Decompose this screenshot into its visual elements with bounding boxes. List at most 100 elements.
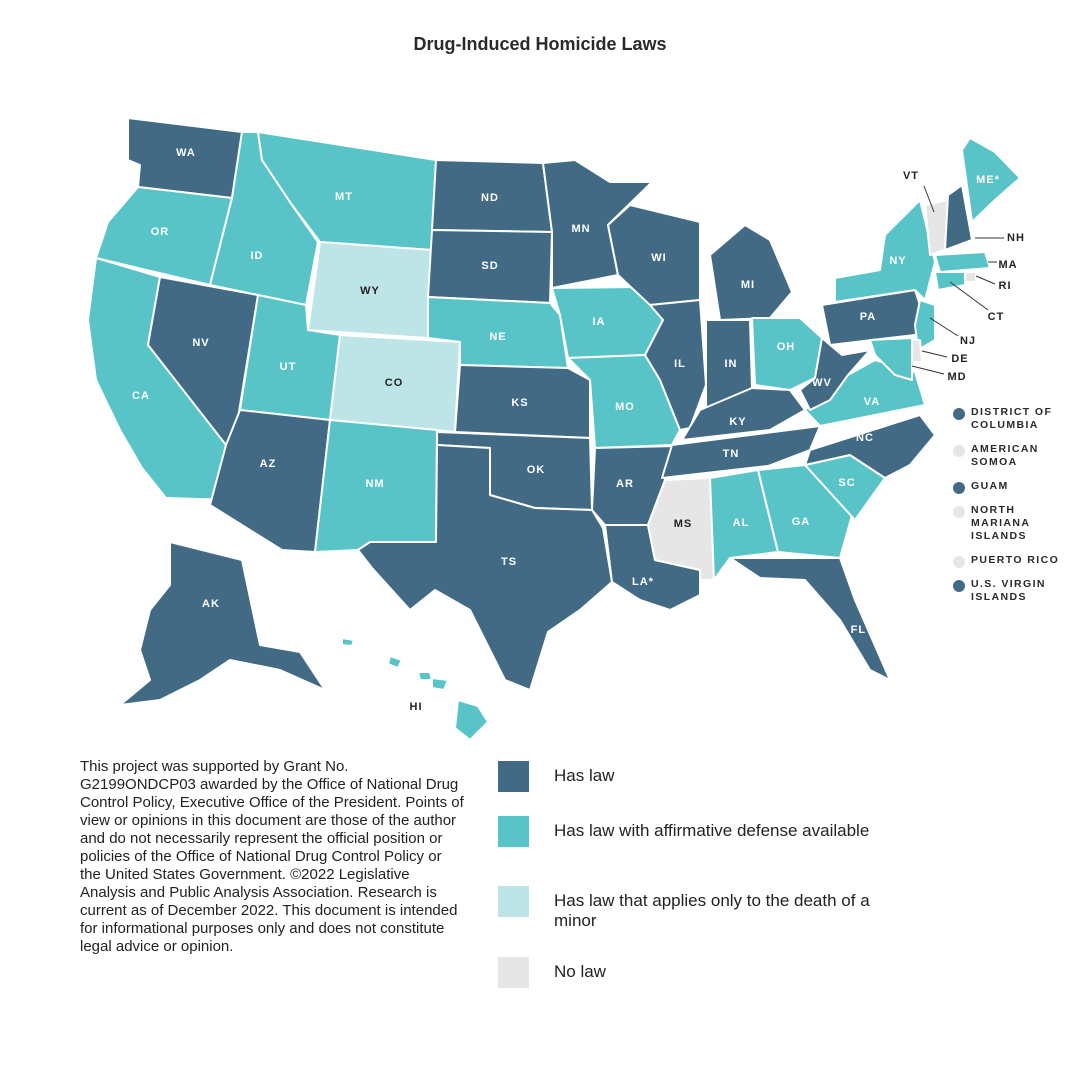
state-label-nc: NC <box>856 432 874 444</box>
state-label-nd: ND <box>481 192 499 204</box>
state-label-ma: MA <box>998 259 1017 271</box>
territory-label: AMERICAN SOMOA <box>971 443 1039 468</box>
state-me <box>961 137 1021 223</box>
territory-label: GUAM <box>971 480 1009 492</box>
territory-label: U.S. VIRGIN ISLANDS <box>971 578 1046 603</box>
state-label-oh: OH <box>777 341 796 353</box>
legend-swatch <box>498 816 529 847</box>
state-label-va: VA <box>864 396 880 408</box>
state-il <box>644 299 707 431</box>
state-label-ut: UT <box>280 361 297 373</box>
state-label-hi: HI <box>410 701 423 713</box>
state-hi <box>454 699 489 741</box>
state-hi-island <box>431 677 449 691</box>
state-hi-island <box>341 637 355 647</box>
legend-swatch <box>498 761 529 792</box>
callout-line-de <box>921 350 948 358</box>
state-label-nm: NM <box>365 478 384 490</box>
callout-line-nj <box>929 317 959 337</box>
state-or <box>95 186 233 286</box>
territory-north-mariana-islands: NORTH MARIANA ISLANDS <box>953 504 1078 543</box>
state-label-mt: MT <box>335 191 353 203</box>
territory-puerto-rico: PUERTO RICO <box>953 554 1078 568</box>
state-label-nv: NV <box>192 337 209 349</box>
state-label-wv: WV <box>812 377 832 389</box>
state-label-al: AL <box>733 517 750 529</box>
state-label-sc: SC <box>838 477 855 489</box>
state-label-ky: KY <box>729 416 746 428</box>
state-ga <box>757 464 853 559</box>
callout-line-ct <box>949 281 989 311</box>
legend-swatch <box>498 957 529 988</box>
state-label-wy: WY <box>360 285 380 297</box>
state-label-or: OR <box>151 226 170 238</box>
state-label-wi: WI <box>651 252 666 264</box>
state-label-ny: NY <box>889 255 906 267</box>
state-nj <box>914 299 936 351</box>
territory-label: NORTH MARIANA ISLANDS <box>971 504 1030 542</box>
state-label-sd: SD <box>481 260 498 272</box>
territory-label: DISTRICT OF COLUMBIA <box>971 406 1053 431</box>
state-label-md: MD <box>947 371 966 383</box>
state-ny <box>834 199 936 303</box>
territory-u-s-virgin-islands: U.S. VIRGIN ISLANDS <box>953 578 1078 604</box>
us-choropleth-map: WA OR CA NV ID MT WY UT CO AZ NM ND SD NE KS OK TS MN IA MO… <box>87 117 1025 741</box>
state-label-ne: NE <box>489 331 506 343</box>
state-label-mn: MN <box>571 223 590 235</box>
state-label-pa: PA <box>860 311 876 323</box>
legend-label: No law <box>554 962 606 981</box>
funding-disclaimer: This project was supported by Grant No. … <box>80 758 464 955</box>
state-label-la: LA* <box>632 576 654 588</box>
territory-dot <box>953 445 965 457</box>
legend-swatch <box>498 886 529 917</box>
legend-label: Has law with affirmative defense availab… <box>554 821 870 840</box>
territory-dot <box>953 556 965 568</box>
state-nh <box>944 184 973 251</box>
state-label-az: AZ <box>260 458 277 470</box>
territory-dot <box>953 408 965 420</box>
state-label-wa: WA <box>176 147 196 159</box>
territory-dot <box>953 482 965 494</box>
state-label-ga: GA <box>792 516 811 528</box>
state-label-il: IL <box>674 358 686 370</box>
state-label-nj: NJ <box>960 335 976 347</box>
legend-label: Has law that applies only to the death o… <box>554 891 870 930</box>
map-title: Drug-Induced Homicide Laws <box>413 34 667 54</box>
state-label-ok: OK <box>527 464 546 476</box>
state-tn <box>661 425 821 479</box>
state-label-co: CO <box>385 377 404 389</box>
state-label-de: DE <box>951 353 968 365</box>
state-hi-island <box>417 671 433 681</box>
state-label-in: IN <box>725 358 738 370</box>
state-label-mo: MO <box>615 401 635 413</box>
state-wv <box>799 337 871 411</box>
state-label-ca: CA <box>132 390 150 402</box>
state-label-vt: VT <box>903 170 919 182</box>
territory-guam: GUAM <box>953 480 1078 494</box>
state-fl <box>729 557 891 681</box>
territory-dot <box>953 580 965 592</box>
territory-dot <box>953 506 965 518</box>
state-ri <box>964 271 977 283</box>
state-hi-island <box>387 655 403 669</box>
territories-list: DISTRICT OF COLUMBIA AMERICAN SOMOA GUAM NO… <box>953 406 1078 615</box>
legend-label: Has law <box>554 766 615 785</box>
territory-american-somoa: AMERICAN SOMOA <box>953 443 1078 469</box>
state-ks <box>454 364 591 439</box>
state-label-ak: AK <box>202 598 220 610</box>
state-nc <box>804 414 936 479</box>
state-mi <box>709 224 793 321</box>
territory-district-of-columbia: DISTRICT OF COLUMBIA <box>953 406 1078 432</box>
state-ts <box>357 444 613 691</box>
callout-line-md <box>911 365 945 375</box>
state-md <box>869 337 913 381</box>
state-label-ks: KS <box>511 397 528 409</box>
state-label-id: ID <box>251 250 264 262</box>
state-ak <box>119 541 326 706</box>
state-label-ia: IA <box>593 316 606 328</box>
state-label-ar: AR <box>616 478 634 490</box>
state-label-ri: RI <box>999 280 1012 292</box>
state-label-ms: MS <box>674 518 693 530</box>
state-label-nh: NH <box>1007 232 1025 244</box>
state-label-fl: FL* <box>851 624 872 636</box>
